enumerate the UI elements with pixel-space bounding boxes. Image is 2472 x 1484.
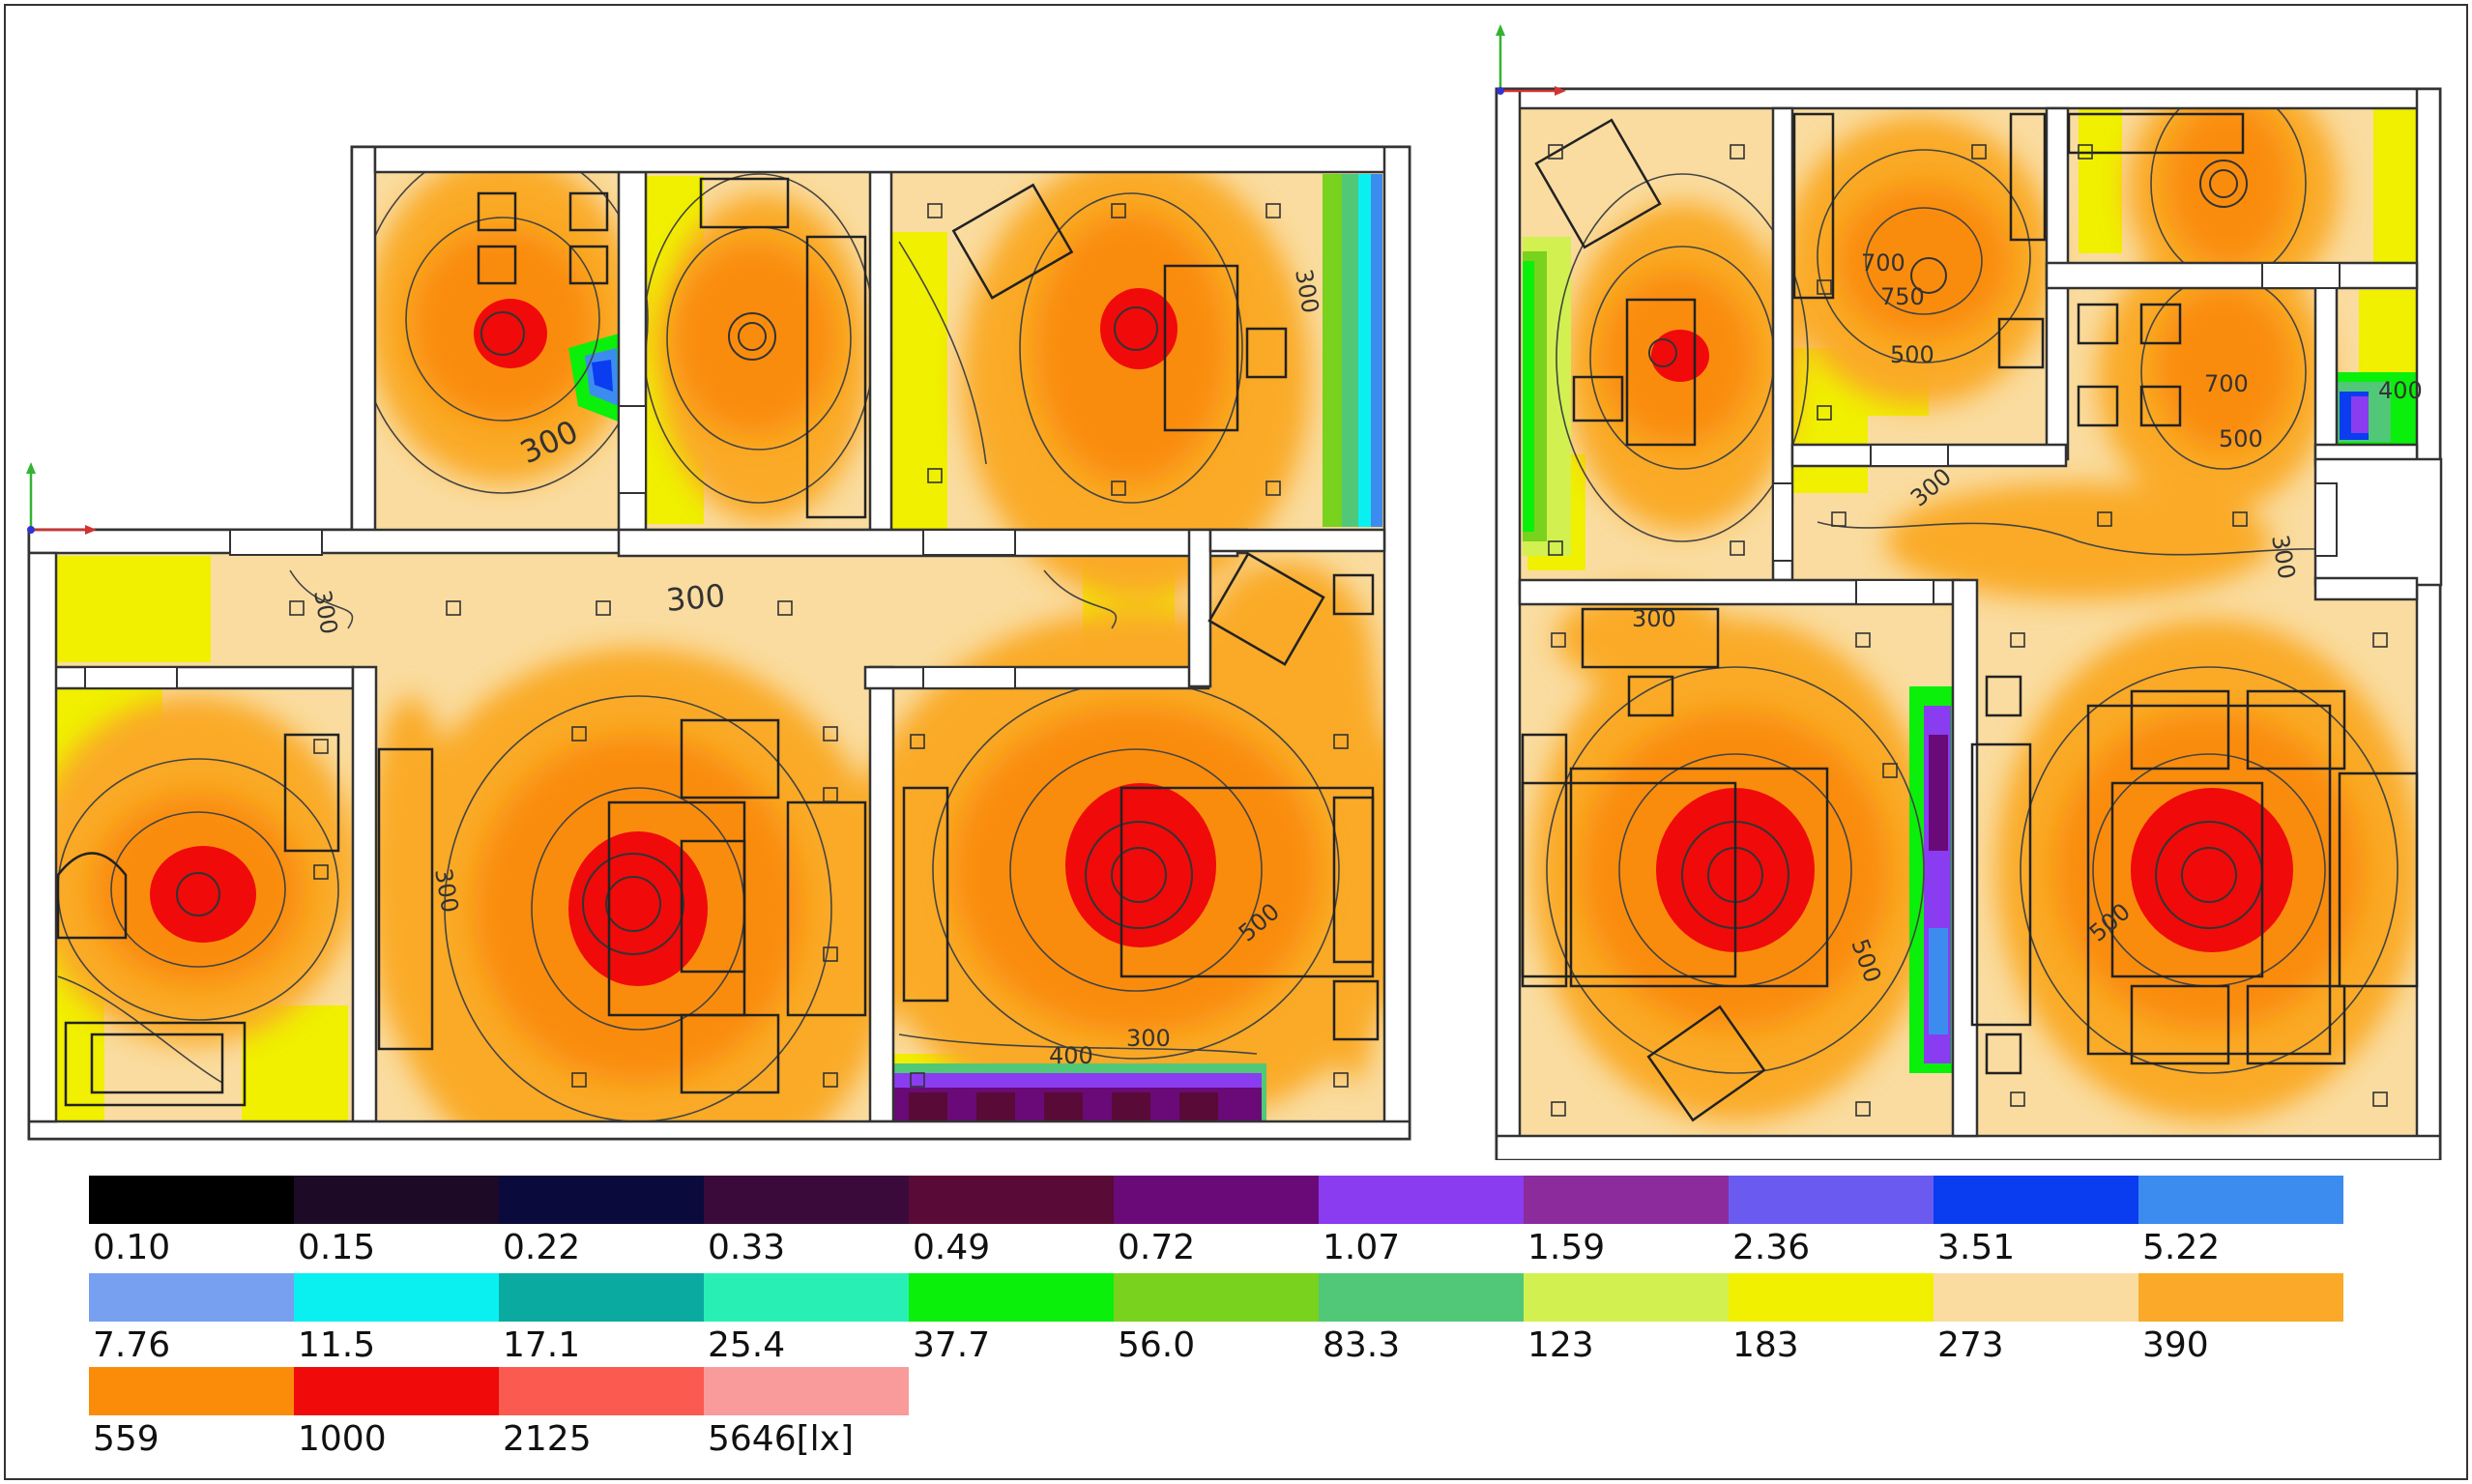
contour-label: 750 <box>1880 283 1925 310</box>
legend-swatch: 1.07 <box>1319 1176 1524 1267</box>
bath-vanity <box>283 733 340 853</box>
window-strip-right <box>1323 174 1382 527</box>
legend-swatch: 123 <box>1524 1273 1729 1365</box>
armchair <box>951 183 1074 300</box>
contour-label: 400 <box>1049 1042 1093 1069</box>
legend-label: 0.72 <box>1118 1228 1196 1267</box>
legend-label: 2.36 <box>1732 1228 1811 1267</box>
illuminance-floor-plan: 300 300 300 300 300 400 500 300 <box>26 24 2443 1160</box>
legend-swatch: 1.59 <box>1524 1176 1729 1267</box>
legend-label: 0.10 <box>93 1228 171 1267</box>
sofa <box>680 718 780 800</box>
figure-frame <box>4 4 2468 1480</box>
legend-label: 5646[lx] <box>708 1419 855 1459</box>
legend-swatch: 7.76 <box>89 1273 294 1365</box>
legend-swatch: 0.72 <box>1114 1176 1319 1267</box>
legend-label: 1.07 <box>1323 1228 1401 1267</box>
sofa <box>2130 689 2230 771</box>
legend-label: 273 <box>1937 1325 2004 1365</box>
legend-swatch: 2.36 <box>1729 1176 1934 1267</box>
legend-label: 25.4 <box>708 1325 786 1365</box>
contour-label: 500 <box>2219 425 2263 452</box>
legend-row: 0.10 0.15 0.22 0.33 0.49 0.72 1.07 1.59 2.36 3.51… <box>89 1176 2343 1267</box>
armchair <box>1534 118 1662 249</box>
legend-label: 0.33 <box>708 1228 786 1267</box>
right-furniture <box>1521 112 2419 1122</box>
legend-label: 390 <box>2142 1325 2209 1365</box>
corner-low-spot <box>2325 372 2417 445</box>
ceiling-light-icon <box>927 203 943 218</box>
dining-chair <box>477 191 517 232</box>
ceiling-light-icon <box>1548 144 1563 160</box>
contour-label: 300 <box>1632 605 1676 632</box>
left-apartment: 300 300 300 300 300 400 500 300 <box>26 145 1411 1141</box>
legend-swatch: 273 <box>1934 1273 2138 1365</box>
zone-1000 <box>150 288 1216 986</box>
legend-swatch: 11.5 <box>294 1273 499 1365</box>
contour-label: 300 <box>664 577 726 619</box>
legend-swatch: 5646[lx] <box>704 1367 909 1459</box>
legend-label: 183 <box>1732 1325 1799 1365</box>
legend-swatch: 3.51 <box>1934 1176 2138 1267</box>
contour-label: 700 <box>2204 370 2249 397</box>
legend-label: 11.5 <box>298 1325 376 1365</box>
legend-label: 0.49 <box>913 1228 991 1267</box>
legend-swatch: 390 <box>2138 1273 2343 1365</box>
legend-swatch: 5.22 <box>2138 1176 2343 1267</box>
legend-label: 56.0 <box>1118 1325 1196 1365</box>
legend-swatch: 2125 <box>499 1367 704 1459</box>
legend-row: 7.76 11.5 17.1 25.4 37.7 56.0 83.3 123 183 273 390 <box>89 1273 2343 1365</box>
right-apartment: 700 750 500 700 500 400 300 300 300 500 … <box>1495 24 2443 1160</box>
tv-unit <box>377 747 434 1051</box>
left-luminaires <box>289 203 1349 1088</box>
coffee-table <box>2086 704 2332 1056</box>
legend-label: 0.22 <box>503 1228 581 1267</box>
legend-label: 2125 <box>503 1419 592 1459</box>
legend-row: 559 1000 2125 5646[lx] <box>89 1367 909 1459</box>
left-window-strip-right <box>1523 237 1571 556</box>
legend-label: 0.15 <box>298 1228 376 1267</box>
contour-label: 400 <box>2378 377 2423 404</box>
legend-swatch: 17.1 <box>499 1273 704 1365</box>
legend-swatch: 0.10 <box>89 1176 294 1267</box>
legend-swatch: 83.3 <box>1319 1273 1524 1365</box>
xy-axis-icon <box>1496 24 1566 96</box>
legend-swatch: 0.33 <box>704 1176 909 1267</box>
legend-label: 1000 <box>298 1419 387 1459</box>
bathtub <box>699 177 790 229</box>
legend-label: 559 <box>93 1419 160 1459</box>
legend-swatch: 56.0 <box>1114 1273 1319 1365</box>
legend-label: 37.7 <box>913 1325 991 1365</box>
wardrobe <box>2067 112 2245 155</box>
legend-swatch: 0.15 <box>294 1176 499 1267</box>
legend-swatch: 37.7 <box>909 1273 1114 1365</box>
contour-label: 700 <box>1861 249 1905 276</box>
legend-label: 5.22 <box>2142 1228 2221 1267</box>
legend-swatch: 559 <box>89 1367 294 1459</box>
legend-label: 123 <box>1527 1325 1594 1365</box>
legend-swatch: 1000 <box>294 1367 499 1459</box>
xy-axis-icon <box>26 462 97 535</box>
bottom-dark-strip <box>894 1063 1266 1121</box>
legend-label: 83.3 <box>1323 1325 1401 1365</box>
legend-swatch: 25.4 <box>704 1273 909 1365</box>
legend-label: 1.59 <box>1527 1228 1606 1267</box>
contour-label: 300 <box>1126 1025 1171 1052</box>
left-furniture <box>56 177 1380 1107</box>
closet-low-spot <box>1909 686 1956 1073</box>
left-openings <box>84 405 1016 689</box>
desk <box>1163 264 1239 432</box>
legend-label: 3.51 <box>1937 1228 2016 1267</box>
legend-swatch: 0.49 <box>909 1176 1114 1267</box>
bath-low-spot <box>568 334 628 425</box>
right-openings <box>1772 262 2341 605</box>
legend-label: 7.76 <box>93 1325 171 1365</box>
contour-rings-left <box>176 306 1193 955</box>
right-luminaires <box>1548 144 2388 1117</box>
contour-label: 500 <box>1890 341 1934 368</box>
legend-swatch: 0.22 <box>499 1176 704 1267</box>
legend-label: 17.1 <box>503 1325 581 1365</box>
legend-swatch: 183 <box>1729 1273 1934 1365</box>
kitchen-unit <box>1792 112 1835 300</box>
